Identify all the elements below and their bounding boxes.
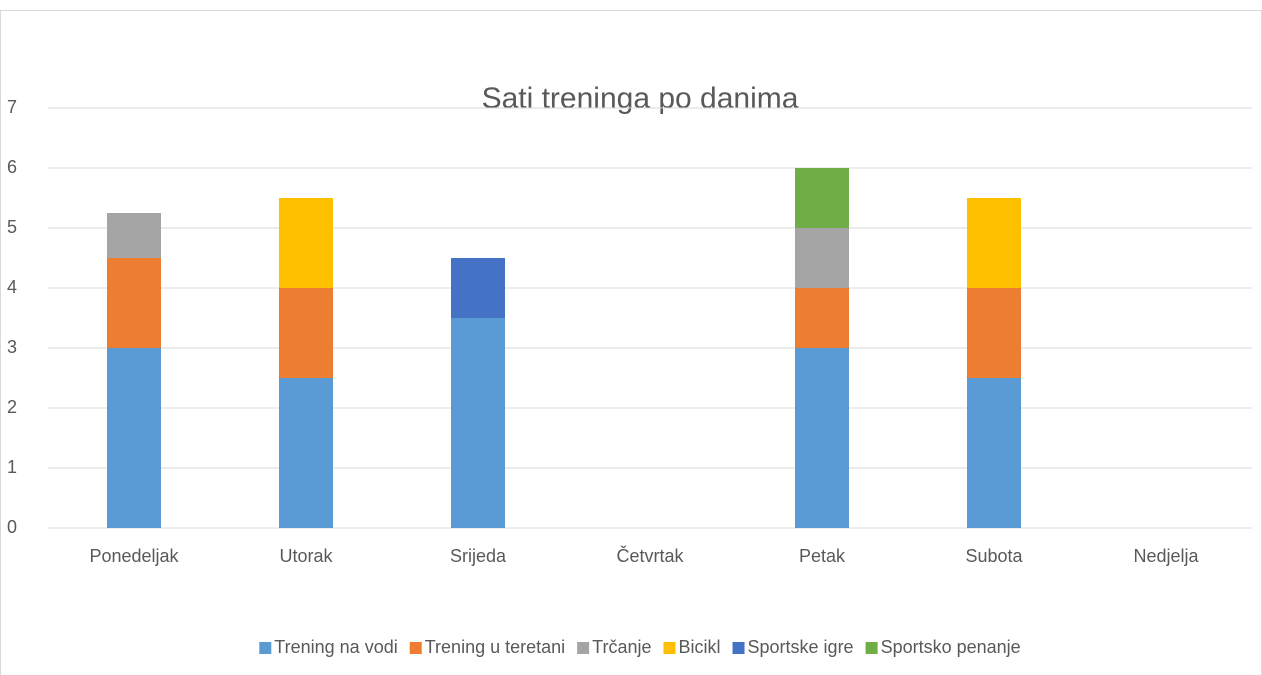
bar-segment (451, 318, 505, 528)
bar-segment (967, 378, 1021, 528)
legend-item: Trening u teretani (409, 637, 565, 657)
x-tick-label: Utorak (279, 546, 333, 566)
bar-segment (107, 213, 161, 258)
legend-item: Trčanje (577, 637, 652, 657)
legend-swatch (409, 642, 422, 654)
bar-segment (451, 258, 505, 318)
legend-item: Bicikl (663, 637, 721, 657)
y-tick-label: 7 (7, 97, 17, 117)
x-tick-label: Četvrtak (616, 545, 684, 566)
bar-segment (107, 258, 161, 348)
legend-label: Bicikl (679, 637, 721, 657)
y-tick-label: 0 (7, 517, 17, 537)
legend-item: Sportsko penanje (865, 637, 1021, 657)
legend-swatch (732, 642, 745, 654)
bar-segment (967, 288, 1021, 378)
bar-segment (795, 168, 849, 228)
legend-swatch (663, 642, 676, 654)
chart-frame (0, 10, 1262, 675)
chart-title: Sati treninga po danima (482, 82, 799, 115)
bar-segment (279, 378, 333, 528)
legend-swatch (259, 642, 272, 654)
x-tick-label: Srijeda (450, 546, 507, 566)
x-tick-label: Ponedeljak (89, 546, 179, 566)
x-tick-label: Subota (965, 546, 1023, 566)
y-tick-label: 4 (7, 277, 17, 297)
bar-segment (279, 288, 333, 378)
bar-segment (795, 228, 849, 288)
legend-label: Sportske igre (748, 637, 854, 657)
bar-segment (279, 198, 333, 288)
legend-label: Trening na vodi (274, 637, 397, 657)
bar-segment (107, 348, 161, 528)
legend-item: Sportske igre (732, 637, 854, 657)
bar-segment (795, 348, 849, 528)
legend-label: Trčanje (592, 637, 651, 657)
y-tick-label: 3 (7, 337, 17, 357)
bar-segment (795, 288, 849, 348)
x-tick-label: Petak (799, 546, 846, 566)
bar-segment (967, 198, 1021, 288)
y-tick-label: 6 (7, 157, 17, 177)
y-tick-label: 5 (7, 217, 17, 237)
y-tick-label: 1 (7, 457, 17, 477)
legend-item: Trening na vodi (259, 637, 398, 657)
legend-swatch (577, 642, 590, 654)
legend-label: Sportsko penanje (881, 637, 1021, 657)
legend-label: Trening u teretani (425, 637, 565, 657)
y-tick-label: 2 (7, 397, 17, 417)
x-tick-label: Nedjelja (1133, 546, 1199, 566)
legend-swatch (865, 642, 878, 654)
